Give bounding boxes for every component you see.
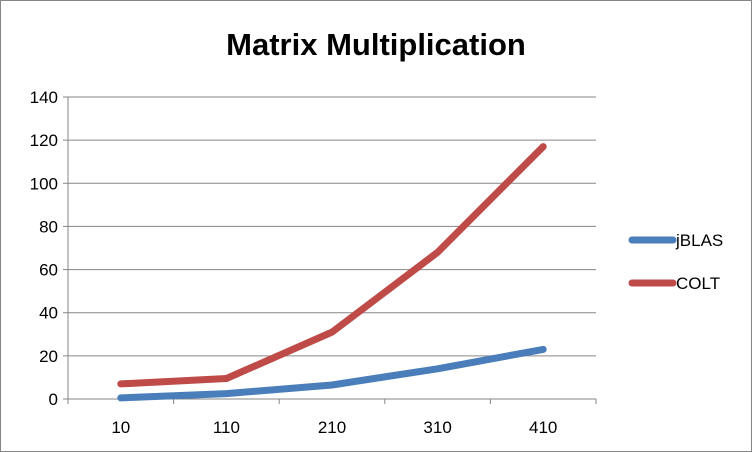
legend-label-jblas: jBLAS (675, 231, 723, 250)
x-tick-label: 410 (529, 418, 557, 437)
y-tick-label: 20 (39, 347, 58, 366)
y-tick-label: 100 (30, 174, 58, 193)
y-tick-label: 40 (39, 304, 58, 323)
x-tick-label: 10 (111, 418, 130, 437)
legend-label-colt: COLT (676, 274, 720, 293)
y-tick-label: 0 (49, 390, 58, 409)
x-tick-label: 110 (213, 418, 240, 437)
x-tick-label: 310 (423, 418, 451, 437)
y-tick-label: 120 (30, 131, 58, 150)
series-line-colt (117, 143, 547, 388)
y-tick-label: 60 (39, 261, 58, 280)
series-line-jblas (117, 345, 547, 402)
x-tick-label: 210 (318, 418, 346, 437)
chart-title: Matrix Multiplication (226, 27, 526, 62)
y-tick-label: 80 (39, 217, 58, 236)
y-tick-label: 140 (30, 88, 58, 107)
